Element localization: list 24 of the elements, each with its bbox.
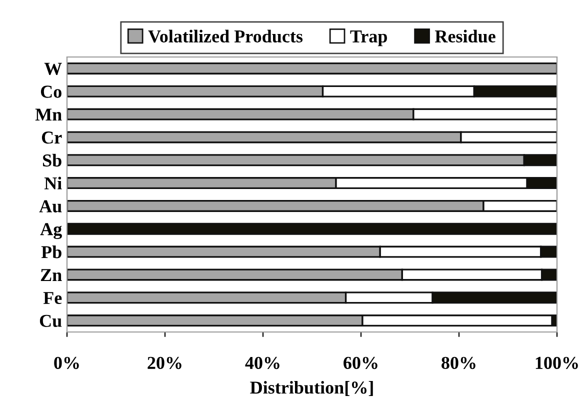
y-tick-label: Fe <box>43 292 62 304</box>
y-tick-label: Cu <box>40 314 62 328</box>
y-tick-label: Cr <box>42 132 62 144</box>
y-tick-label: Au <box>39 200 62 212</box>
y-tick-label: Sb <box>43 154 62 167</box>
bar <box>67 62 557 74</box>
x-axis-title: Distribution[%] <box>250 381 373 396</box>
x-tick-label: 40% <box>245 356 280 370</box>
y-tick-label: Zn <box>40 269 62 281</box>
x-tick-label: 100% <box>536 356 578 370</box>
y-tick-label: Co <box>40 86 62 98</box>
legend-label: Volatilized Products <box>148 30 303 43</box>
x-tick-label: 20% <box>148 356 182 370</box>
x-tick-label: 80% <box>442 356 476 370</box>
bar <box>67 222 557 235</box>
legend-label: Residue <box>434 30 496 43</box>
x-tick-label: 60% <box>344 356 378 370</box>
y-tick-label: Ni <box>44 176 62 190</box>
y-tick-label: Ag <box>40 223 62 240</box>
y-tick-label: Mn <box>35 108 62 121</box>
legend-label: Trap <box>350 30 387 46</box>
x-tick-label: 0% <box>54 356 79 370</box>
y-tick-label: W <box>44 62 62 75</box>
y-tick-label: Pb <box>41 246 62 258</box>
